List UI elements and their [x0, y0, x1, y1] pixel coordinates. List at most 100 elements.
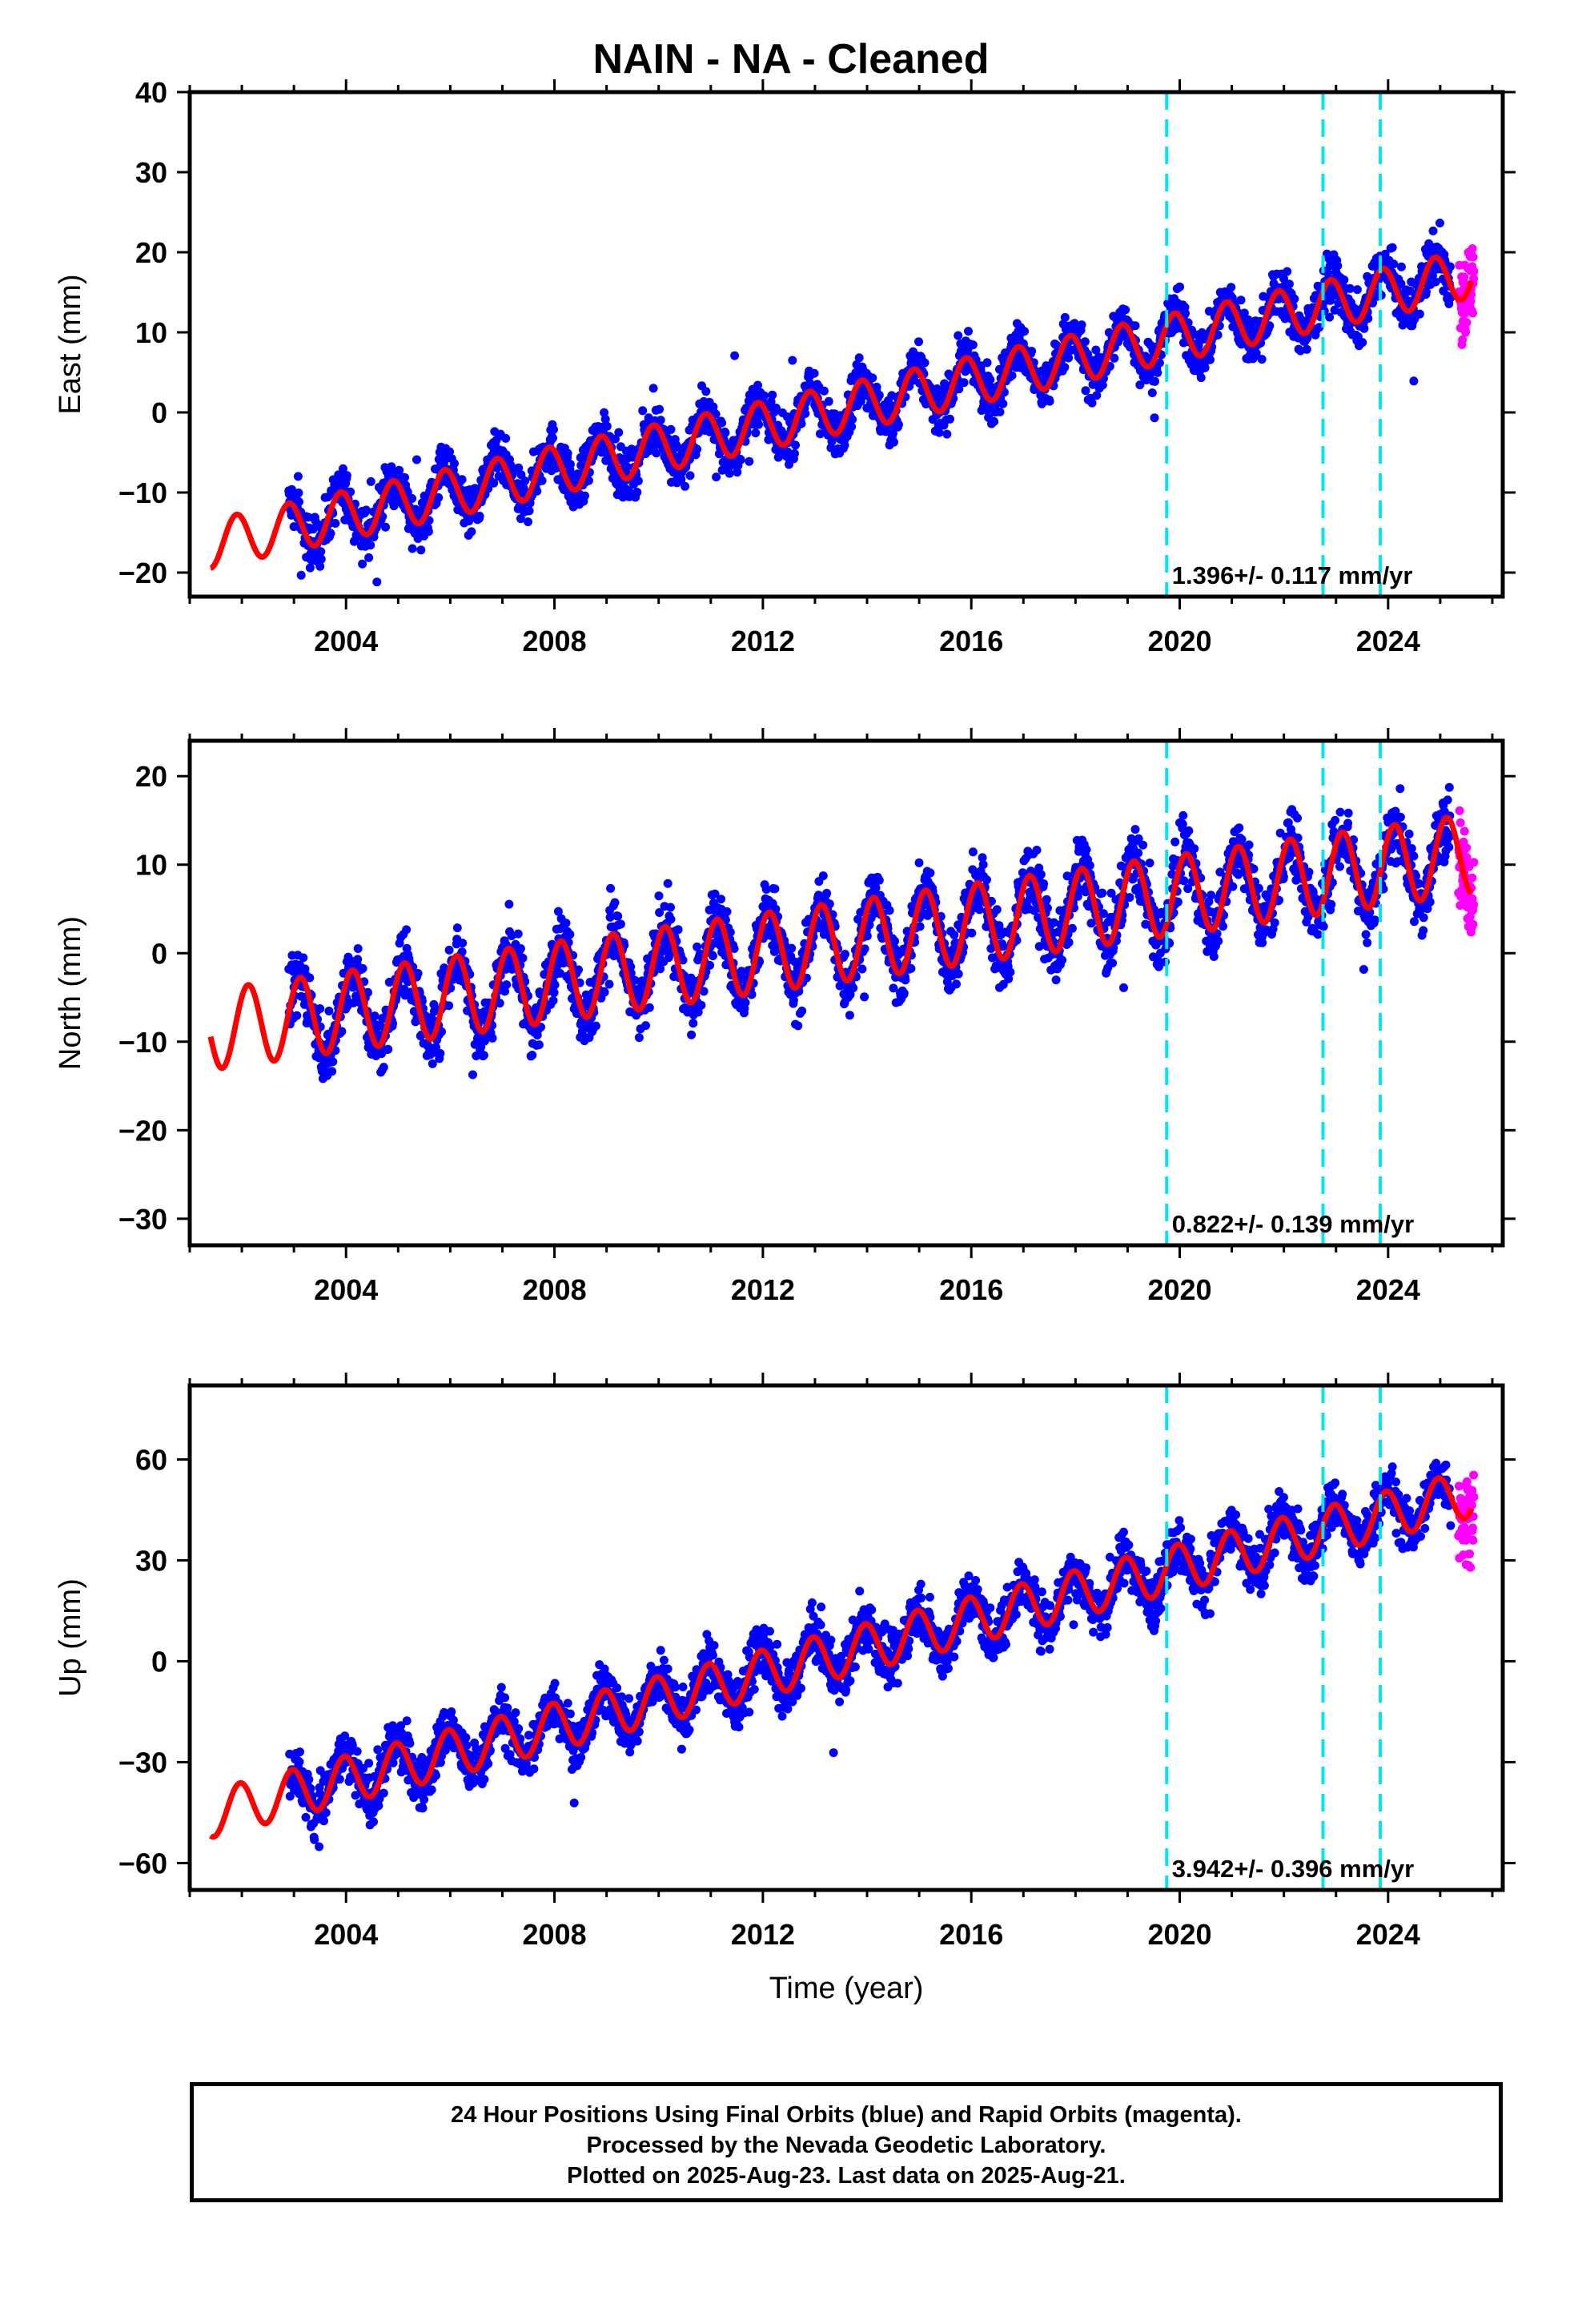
data-point: [467, 527, 476, 537]
data-point: [506, 460, 516, 470]
data-point: [1064, 353, 1074, 363]
data-point: [964, 327, 973, 336]
data-point: [604, 979, 614, 989]
data-point: [890, 936, 899, 946]
data-point: [1290, 294, 1299, 304]
data-point: [753, 380, 762, 390]
data-point: [793, 1021, 803, 1031]
data-point: [1039, 879, 1049, 888]
data-point: [711, 409, 721, 419]
data-point: [760, 391, 769, 400]
data-point: [339, 464, 347, 473]
x-tick-label: 2024: [1356, 625, 1420, 657]
data-point: [868, 373, 877, 383]
data-point: [434, 493, 444, 502]
data-point: [584, 476, 593, 485]
data-point: [1138, 840, 1148, 850]
data-point: [502, 980, 512, 990]
data-point: [1130, 321, 1140, 331]
data-point: [600, 408, 609, 417]
data-point: [413, 969, 423, 978]
data-point: [518, 953, 528, 963]
data-point: [1147, 388, 1157, 397]
data-point: [537, 476, 547, 485]
data-point: [655, 404, 665, 414]
data-point: [295, 497, 303, 507]
data-point: [563, 448, 572, 458]
rapid-point: [1469, 267, 1479, 276]
data-point: [952, 979, 961, 989]
data-point: [926, 868, 935, 878]
data-point: [790, 448, 799, 458]
data-point: [328, 1057, 338, 1067]
data-point: [1409, 376, 1419, 386]
north-final-points: [284, 782, 1456, 1084]
data-point: [666, 915, 676, 924]
data-point: [1352, 285, 1362, 295]
data-point: [600, 987, 609, 997]
data-point: [1179, 876, 1189, 886]
data-point: [445, 447, 455, 456]
data-point: [893, 420, 903, 429]
data-point: [610, 898, 620, 907]
data-point: [296, 570, 306, 580]
rapid-point: [1462, 318, 1472, 328]
data-point: [299, 953, 308, 963]
data-point: [1302, 344, 1311, 354]
data-point: [305, 563, 315, 573]
data-point: [1153, 368, 1162, 377]
data-point: [1058, 955, 1067, 965]
data-point: [787, 943, 797, 953]
data-point: [1358, 338, 1367, 348]
x-tick-label: 2020: [1147, 625, 1211, 657]
data-point: [315, 1004, 325, 1013]
data-point: [1428, 226, 1438, 235]
data-point: [1032, 846, 1042, 854]
data-point: [914, 337, 923, 347]
data-point: [717, 895, 725, 904]
data-point: [827, 436, 837, 446]
data-point: [548, 995, 558, 1005]
data-point: [379, 1063, 388, 1072]
data-point: [872, 382, 881, 392]
data-point: [722, 907, 732, 916]
data-point: [412, 455, 421, 464]
data-point: [1020, 327, 1029, 336]
data-point: [366, 476, 375, 486]
data-point: [797, 419, 806, 428]
data-point: [677, 474, 686, 484]
data-point: [614, 428, 624, 437]
data-point: [914, 858, 924, 867]
data-point: [358, 963, 367, 973]
data-point: [316, 547, 326, 557]
data-point: [648, 384, 658, 393]
data-point: [990, 416, 999, 426]
data-point: [824, 396, 833, 406]
data-point: [408, 494, 417, 503]
data-point: [751, 428, 761, 438]
data-point: [954, 331, 963, 340]
data-point: [1082, 845, 1091, 854]
data-point: [549, 424, 558, 434]
data-point: [516, 514, 525, 524]
data-point: [681, 481, 690, 491]
data-point: [1006, 967, 1015, 977]
data-point: [689, 1019, 698, 1028]
data-point: [768, 390, 777, 400]
data-point: [950, 931, 959, 939]
y-tick-label: 30: [135, 156, 167, 189]
data-point: [1196, 373, 1206, 383]
data-point: [673, 925, 683, 935]
data-point: [874, 390, 884, 400]
data-point: [489, 478, 499, 488]
y-tick-label: 0: [151, 396, 167, 429]
data-point: [967, 928, 977, 938]
data-point: [324, 1007, 334, 1015]
data-point: [488, 1033, 497, 1043]
data-point: [513, 929, 523, 939]
data-point: [534, 1040, 544, 1050]
data-point: [1045, 396, 1054, 406]
data-point: [1389, 259, 1399, 269]
data-point: [788, 356, 797, 365]
